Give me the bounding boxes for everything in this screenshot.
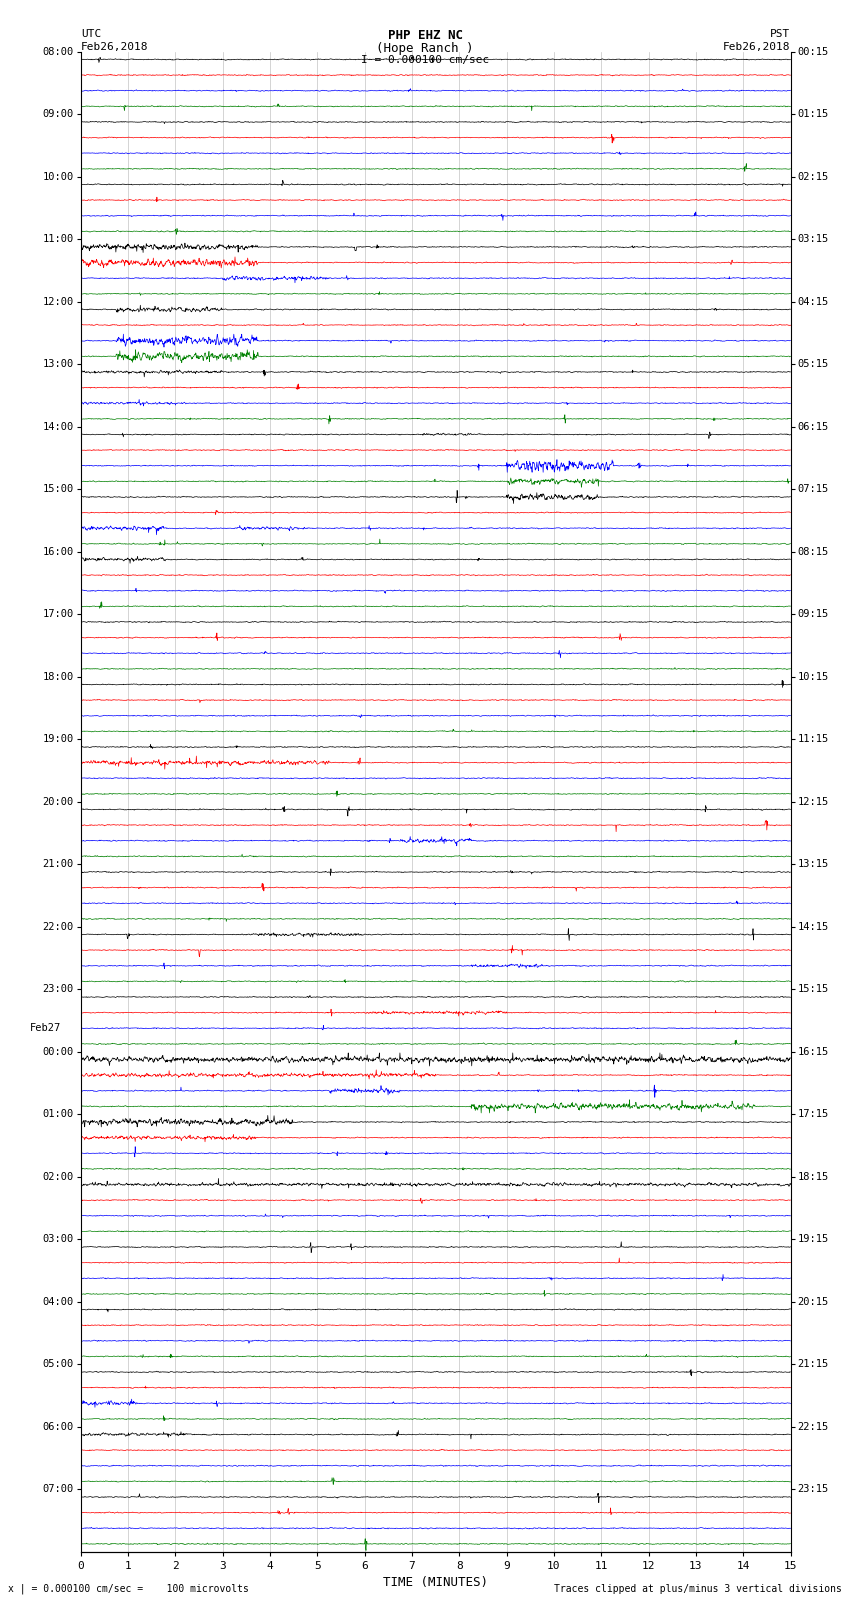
Text: UTC: UTC bbox=[81, 29, 101, 39]
Text: I = 0.000100 cm/sec: I = 0.000100 cm/sec bbox=[361, 55, 489, 65]
Text: Feb26,2018: Feb26,2018 bbox=[81, 42, 148, 52]
Text: PST: PST bbox=[770, 29, 790, 39]
Text: PHP EHZ NC: PHP EHZ NC bbox=[388, 29, 462, 42]
Text: x | = 0.000100 cm/sec =    100 microvolts: x | = 0.000100 cm/sec = 100 microvolts bbox=[8, 1582, 249, 1594]
X-axis label: TIME (MINUTES): TIME (MINUTES) bbox=[383, 1576, 488, 1589]
Text: Feb27: Feb27 bbox=[30, 1023, 61, 1032]
Text: (Hope Ranch ): (Hope Ranch ) bbox=[377, 42, 473, 55]
Text: Feb26,2018: Feb26,2018 bbox=[723, 42, 791, 52]
Text: Traces clipped at plus/minus 3 vertical divisions: Traces clipped at plus/minus 3 vertical … bbox=[553, 1584, 842, 1594]
